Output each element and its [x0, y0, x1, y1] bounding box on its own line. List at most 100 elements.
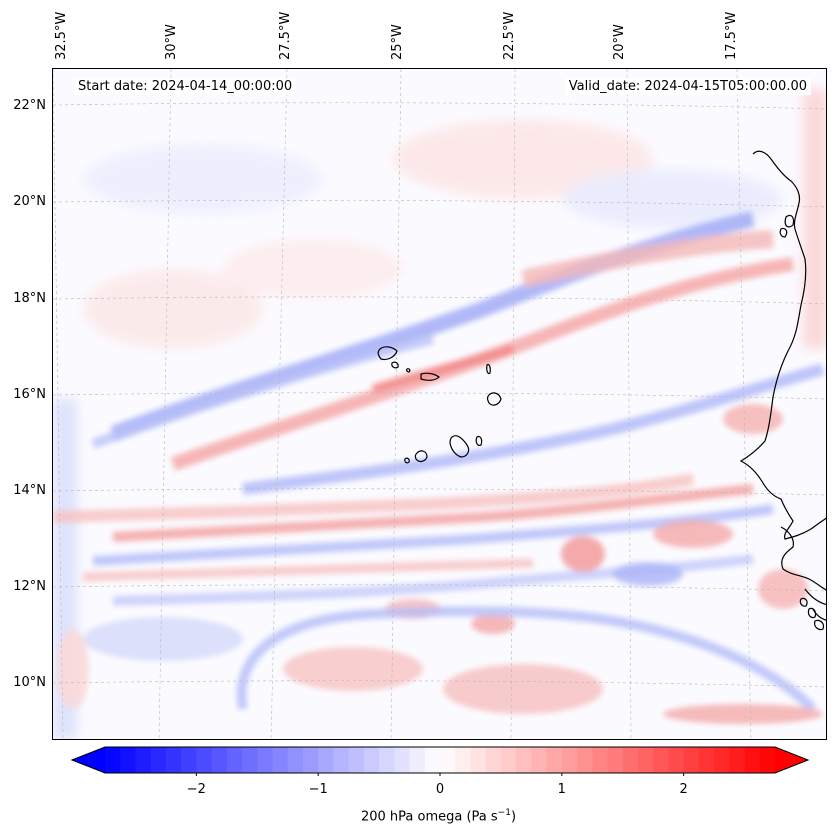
colorbar-segment [257, 747, 273, 773]
colorbar-segment [318, 747, 334, 773]
island-sal [486, 363, 491, 375]
omega-shading [53, 89, 826, 739]
island-bijagos [799, 597, 808, 607]
descent-cell [663, 704, 823, 724]
colorbar-ticks [195, 773, 685, 776]
colorbar-segment [165, 747, 182, 773]
colorbar-segment [546, 747, 563, 773]
colorbar-segment [379, 747, 395, 773]
colorbar-segment [272, 747, 289, 773]
lon-gridline [736, 69, 752, 739]
colorbar-segment [424, 747, 441, 773]
lat-label: 16°N [13, 387, 46, 402]
colorbar-label-suffix: ) [510, 809, 517, 825]
island-santa-luzia [406, 368, 411, 373]
colorbar-segment [242, 747, 258, 773]
colorbar-segment [683, 747, 700, 773]
gridlines [53, 69, 826, 739]
island-santo-antao [377, 346, 398, 361]
island-bijagos [807, 607, 817, 619]
weak-ascent-blob [563, 169, 783, 229]
lon-gridline [510, 69, 516, 739]
descent-cell [561, 536, 605, 572]
colorbar-segment [226, 747, 243, 773]
colorbar-segment [135, 747, 152, 773]
ascent-cell [83, 617, 243, 661]
colorbar-segment [698, 747, 715, 773]
lon-label: 25°W [390, 24, 405, 60]
descent-band [371, 344, 515, 394]
colorbar-segment [729, 747, 745, 773]
colorbar-segment [105, 747, 121, 773]
colorbar-segment [653, 747, 669, 773]
island-boa-vista [486, 392, 502, 406]
descent-band [53, 473, 695, 523]
colorbar-segment [668, 747, 685, 773]
colorbar-segment [531, 747, 547, 773]
colorbar-segment [516, 747, 532, 773]
island-sao-vicente [391, 361, 399, 369]
lat-label: 18°N [13, 291, 46, 306]
lat-gridline [53, 680, 826, 688]
lon-label: 27.5°W [278, 11, 293, 60]
descent-cell [653, 520, 733, 548]
lon-gridline [270, 69, 288, 739]
lon-label: 17.5°W [724, 11, 739, 60]
descent-band [112, 484, 754, 542]
colorbar-segment [150, 747, 167, 773]
colorbar-segment [500, 747, 517, 773]
colorbar-tick-label: 1 [557, 782, 566, 797]
colorbar-segment [440, 747, 456, 773]
descent-cell [471, 614, 515, 634]
colorbar-segment [394, 747, 410, 773]
colorbar-segments [72, 747, 808, 773]
lat-label: 10°N [13, 675, 46, 690]
colorbar-segment [622, 747, 639, 773]
colorbar-segment [470, 747, 487, 773]
colorbar-segment [302, 747, 319, 773]
colorbar-segment [120, 747, 136, 773]
descent-band [170, 257, 795, 471]
colorbar-tick-label: 2 [679, 782, 688, 797]
colorbar-segment [333, 747, 350, 773]
colorbar-segment [714, 747, 730, 773]
descent-cell [758, 569, 808, 609]
lat-gridline [53, 296, 826, 305]
colorbar-label-exponent: −1 [497, 808, 511, 818]
valid-date-label: Valid_date: 2024-04-15T05:00:00.00 [564, 78, 811, 95]
weak-descent-blob [393, 119, 653, 199]
ascent-cell [613, 562, 683, 586]
colorbar-label: 200 hPa omega (Pa s−1) [0, 808, 837, 824]
descent-band [521, 230, 774, 288]
weak-descent-blob [223, 239, 403, 299]
ascent-band [242, 363, 825, 495]
lat-gridline [53, 200, 826, 208]
colorbar-extend-low [72, 747, 105, 773]
descent-cell [57, 629, 89, 709]
lon-label: 22.5°W [502, 11, 517, 60]
colorbar-segment [637, 747, 654, 773]
lon-gridline [158, 69, 172, 739]
colorbar-segment [455, 747, 471, 773]
colorbar-segment [561, 747, 578, 773]
colorbar-segment [744, 747, 761, 773]
colorbar-segment [592, 747, 608, 773]
lat-gridline [53, 488, 826, 496]
ascent-loop [236, 606, 817, 713]
ascent-band [92, 504, 774, 566]
lat-gridline [53, 392, 826, 400]
lat-label: 20°N [13, 194, 46, 209]
colorbar-outline [70, 746, 810, 774]
omega-field-map [53, 69, 826, 739]
colorbar-segment [196, 747, 212, 773]
island-santiago [449, 435, 470, 458]
lon-label: 30°W [164, 24, 179, 60]
eastern-descent-strip [803, 89, 826, 349]
lat-gridline [53, 102, 826, 110]
colorbar-segment [363, 747, 380, 773]
descent-band [82, 558, 534, 582]
colorbar-segment [485, 747, 502, 773]
descent-cell [723, 404, 783, 434]
lat-gridline [53, 584, 826, 592]
island-maio [475, 435, 483, 446]
